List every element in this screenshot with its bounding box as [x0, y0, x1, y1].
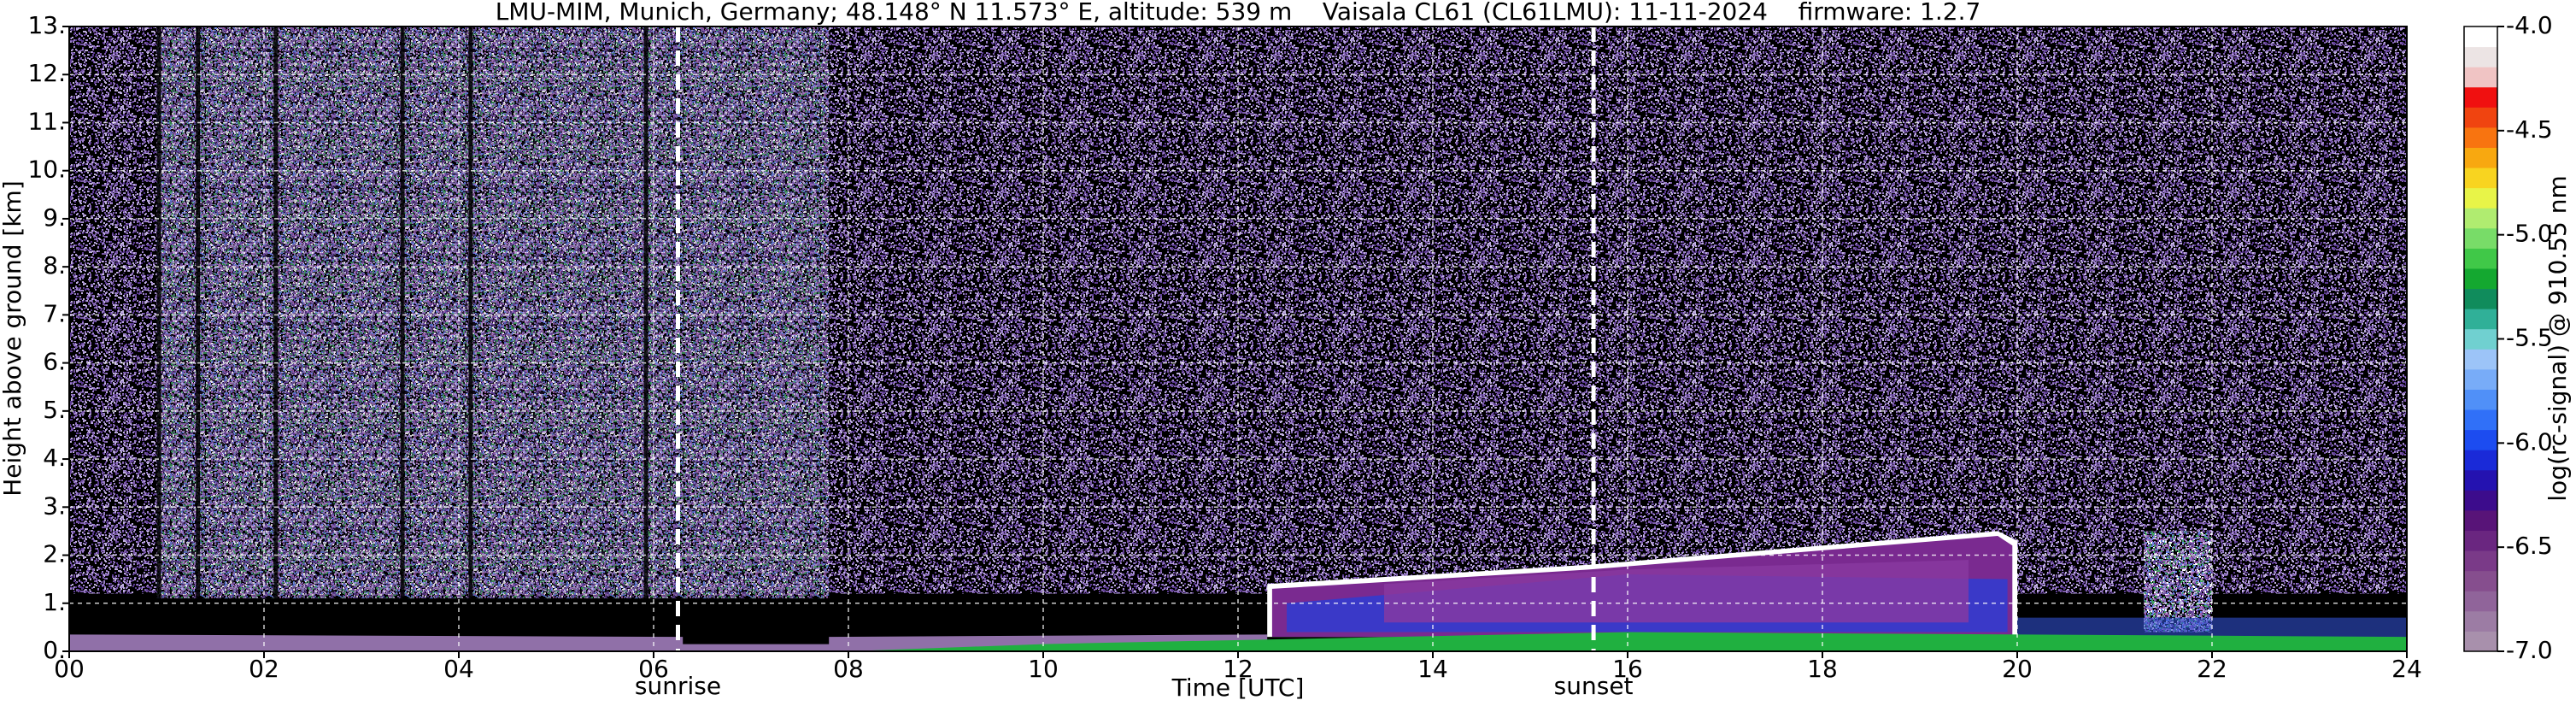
colorbar-cell: [2464, 168, 2497, 189]
colorbar-cell: [2464, 469, 2497, 491]
colorbar-cell: [2464, 450, 2497, 471]
colorbar-cell: [2464, 208, 2497, 229]
y-tick-label: 4.: [43, 444, 66, 472]
dark-streak: [643, 26, 648, 651]
colorbar-cell: [2464, 26, 2497, 48]
y-tick-label: 7.: [43, 299, 66, 327]
colorbar-cell: [2464, 509, 2497, 532]
annotation-label: sunrise: [635, 672, 721, 700]
y-tick-label: 0.: [43, 636, 66, 664]
dark-streak: [468, 26, 473, 651]
colorbar-cell: [2464, 429, 2497, 450]
colorbar-cell: [2464, 227, 2497, 249]
y-tick-label: 1.: [43, 588, 66, 616]
y-tick-label: 12.: [27, 59, 66, 87]
colorbar-cell: [2464, 610, 2497, 632]
colorbar-cell: [2464, 268, 2497, 290]
x-tick-label: 16: [1612, 655, 1643, 683]
colorbar-cell: [2464, 107, 2497, 128]
y-tick-label: 8.: [43, 251, 66, 279]
noise-field-dense: [156, 26, 830, 599]
chart-title: LMU-MIM, Munich, Germany; 48.148° N 11.5…: [496, 0, 1981, 26]
colorbar-tick-label: -6.0: [2506, 427, 2553, 456]
colorbar-cell: [2464, 248, 2497, 269]
colorbar-cell: [2464, 187, 2497, 209]
x-tick-label: 06: [638, 655, 669, 683]
colorbar-cell: [2464, 126, 2497, 148]
dark-streak: [400, 26, 405, 651]
y-tick-label: 2.: [43, 540, 66, 568]
colorbar-cell: [2464, 147, 2497, 168]
blob: [2144, 531, 2212, 632]
colorbar-cell: [2464, 67, 2497, 88]
colorbar-cell: [2464, 46, 2497, 68]
colorbar-cell: [2464, 288, 2497, 309]
x-tick-label: 04: [443, 655, 474, 683]
y-axis-label: Height above ground [km]: [0, 180, 26, 497]
x-tick-label: 22: [2197, 655, 2227, 683]
colorbar-cell: [2464, 328, 2497, 350]
colorbar-tick-label: -4.5: [2506, 115, 2553, 144]
y-tick-label: 5.: [43, 396, 66, 424]
colorbar-label: log(rc-signal) @ 910.55 nm: [2544, 175, 2572, 501]
y-tick-label: 3.: [43, 491, 66, 520]
colorbar-cell: [2464, 389, 2497, 410]
colorbar-cell: [2464, 309, 2497, 330]
y-tick-label: 6.: [43, 348, 66, 376]
x-tick-label: 10: [1028, 655, 1059, 683]
annotation-label: sunset: [1554, 672, 1634, 700]
colorbar-cell: [2464, 368, 2497, 390]
colorbar-tick-label: -7.0: [2506, 636, 2553, 664]
dark-streak: [156, 26, 161, 651]
x-tick-label: 00: [54, 655, 85, 683]
y-tick-label: 11.: [27, 107, 66, 135]
colorbar-cell: [2464, 591, 2497, 612]
colorbar-cell: [2464, 409, 2497, 431]
colorbar-cell: [2464, 631, 2497, 652]
colorbar-cell: [2464, 86, 2497, 108]
x-tick-label: 08: [833, 655, 864, 683]
colorbar-cell: [2464, 530, 2497, 551]
x-tick-label: 24: [2391, 655, 2422, 683]
colorbar-tick-label: -4.0: [2506, 11, 2553, 39]
colorbar-tick-label: -5.5: [2506, 324, 2553, 352]
x-tick-label: 20: [2002, 655, 2033, 683]
dark-streak: [196, 26, 201, 651]
plot-frame: [68, 26, 2408, 652]
dark-streak: [273, 26, 279, 651]
x-tick-label: 18: [1807, 655, 1838, 683]
x-axis-label: Time [UTC]: [1171, 674, 1305, 702]
x-tick-label: 12: [1223, 655, 1253, 683]
y-tick-label: 9.: [43, 203, 66, 232]
x-tick-label: 02: [249, 655, 279, 683]
colorbar-tick-label: -5.0: [2506, 220, 2553, 248]
x-tick-label: 14: [1417, 655, 1448, 683]
y-tick-label: 13.: [27, 11, 66, 39]
colorbar-cell: [2464, 550, 2497, 572]
colorbar-cell: [2464, 570, 2497, 591]
y-tick-label: 10.: [27, 156, 66, 184]
colorbar-cell: [2464, 490, 2497, 511]
colorbar-cell: [2464, 349, 2497, 370]
colorbar-tick-label: -6.5: [2506, 532, 2553, 560]
